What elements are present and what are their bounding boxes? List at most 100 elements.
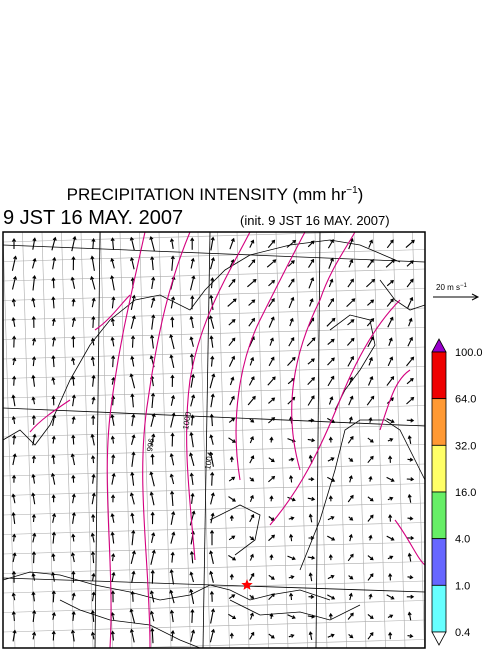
wind-arrow [367,496,374,502]
wind-arrow [90,631,95,640]
wind-arrow [366,395,375,406]
wind-arrow [269,436,274,443]
wind-arrow [190,237,195,250]
wind-arrow [170,629,175,642]
wind-arrow [71,511,76,524]
wind-arrow [367,336,374,348]
wind-arrow [269,554,274,561]
wind-arrow [190,394,196,407]
grid-line [115,639,425,648]
wind-arrow [129,608,136,624]
wind-arrow [308,258,315,268]
wind-arrow [189,336,194,347]
wind-arrow [111,454,116,465]
wind-arrow [190,414,195,426]
wind-arrow [327,417,336,424]
wind-arrow [31,572,36,581]
wind-arrow [90,551,96,564]
grid-line [3,561,425,574]
wind-arrow [229,632,234,639]
wind-arrow [31,414,36,425]
wind-arrow [268,574,275,580]
wind-arrow [209,256,215,270]
wind-arrow [348,457,354,462]
wind-arrow [111,553,116,562]
wind-arrow [347,435,354,444]
wind-arrow [367,375,374,386]
colorbar: 100.0 64.0 32.0 16.0 4.0 1.0 0.4 [431,338,483,646]
wind-arrow [70,552,75,563]
contour-label: 1004 [203,451,215,471]
wind-arrow [71,416,76,424]
init-time: (init. 9 JST 16 MAY. 2007) [240,213,390,228]
wind-arrow [268,534,276,542]
wind-arrow [328,612,333,619]
wind-arrow [11,511,16,524]
wind-arrow [229,376,235,386]
wind-arrow [249,477,255,482]
grid-line [353,232,367,648]
wind-arrow [130,434,136,445]
wind-arrow [71,375,76,386]
wind-arrow [189,275,196,291]
wind-arrow [308,277,315,289]
grid-line [3,288,425,301]
grid-line [3,268,425,282]
wind-arrow [348,633,354,639]
grid-line [3,366,425,379]
wind-arrow [31,374,36,387]
wind-arrow [150,413,156,427]
wind-arrow [307,496,316,502]
wind-arrow [386,535,395,541]
wind-arrow [307,377,316,385]
wind-arrow [307,438,316,443]
wind-arrow [287,496,296,502]
wind-arrow [190,629,196,642]
colorbar-label: 0.4 [455,627,470,639]
grid-line [22,232,35,648]
wind-arrow [32,532,37,543]
wind-arrow [367,631,374,640]
pressure-contour [379,369,411,431]
pressure-contour [394,519,425,566]
wind-arrow [32,274,37,291]
wind-arrow [129,628,135,643]
wind-arrow [406,396,415,405]
wind-arrow [129,236,135,251]
wind-arrow [308,477,315,482]
wind-arrow [209,294,214,311]
wind-arrow [406,535,415,541]
grid-line [3,580,425,594]
wind-arrow [111,355,116,368]
coastline [3,571,331,601]
wind-arrow [249,553,254,561]
wind-arrow [307,358,315,365]
wind-arrow [110,413,115,426]
parallel [3,244,425,263]
wind-arrow [229,237,235,250]
coastline [229,599,361,621]
wind-arrow [90,532,95,543]
colorbar-segment [431,351,447,400]
wind-arrow [386,279,394,287]
wind-arrow [346,337,355,346]
wind-arrow [407,633,414,639]
wind-arrow [328,257,334,269]
wind-arrow [70,629,76,642]
wind-arrow [249,494,254,503]
wind-arrow [268,516,275,521]
wind-arrow [306,337,316,347]
wind-arrow [129,373,136,389]
wind-arrow [209,628,216,643]
wind-arrow [150,433,156,446]
wind-arrow [327,594,336,600]
wind-arrow [90,275,96,290]
wind-arrow [308,298,314,307]
wind-arrow [11,493,16,504]
wind-arrow [130,355,135,367]
wind-arrow [51,454,56,465]
wind-arrow [367,258,374,268]
wind-arrow [268,298,275,308]
wind-arrow [407,493,412,503]
wind-arrow [386,418,395,424]
